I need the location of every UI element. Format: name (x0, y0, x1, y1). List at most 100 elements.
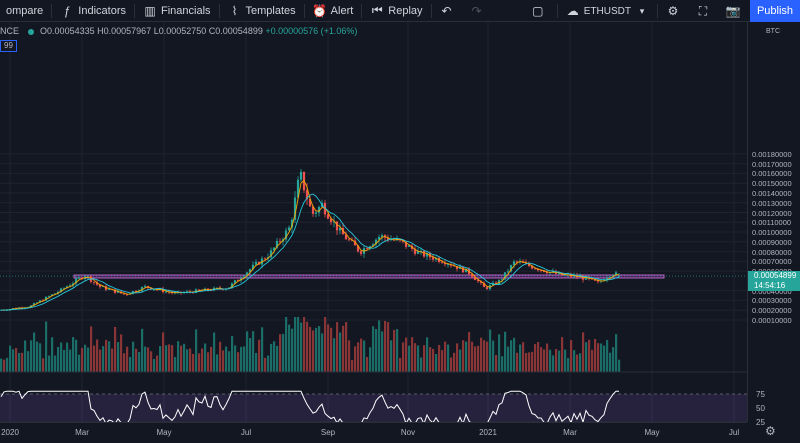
volume-bar (339, 332, 342, 372)
volume-bar (273, 341, 276, 372)
replay-button[interactable]: ⏮ Replay (364, 0, 428, 22)
volume-bar (69, 349, 72, 372)
time-axis-label: Mar (75, 428, 89, 437)
time-axis-label: 2020 (1, 428, 19, 437)
volume-bar (219, 341, 222, 372)
candle-body (329, 218, 333, 223)
financials-button[interactable]: ▥ Financials (137, 0, 217, 22)
volume-bar (378, 320, 381, 372)
volume-bar (12, 349, 15, 372)
undo-icon: ↶ (441, 3, 452, 18)
volume-bar (48, 355, 51, 372)
volume-bar (270, 343, 273, 372)
candle-body (515, 261, 519, 263)
fullscreen-icon: ⛶ (698, 3, 708, 18)
volume-bar (477, 345, 480, 372)
volume-bar (600, 343, 603, 372)
volume-bar (63, 349, 66, 372)
volume-bar (408, 345, 411, 372)
volume-bar (519, 344, 522, 372)
volume-bar (390, 340, 393, 372)
indicators-button[interactable]: ƒ Indicators (54, 0, 132, 22)
volume-bar (498, 334, 501, 372)
candle-body (131, 291, 135, 294)
toolbar-divider (218, 3, 220, 18)
volume-bar (72, 337, 75, 372)
candle-body (473, 276, 477, 281)
volume-bar (441, 350, 444, 372)
volume-bar (561, 337, 564, 372)
volume-bar (174, 357, 177, 372)
templates-button[interactable]: ⌇ Templates (222, 0, 302, 22)
volume-bar (495, 355, 498, 372)
volume-bar (459, 349, 462, 372)
volume-bar (384, 320, 387, 372)
volume-bar (525, 353, 528, 372)
indicator-badge[interactable]: 99 (0, 40, 17, 52)
price-chart[interactable] (0, 22, 747, 422)
camera-icon: 📷 (725, 4, 741, 18)
time-axis[interactable]: 2020 Mar May Jul Sep Nov 2021 Mar May Jul (0, 422, 747, 443)
volume-bar (120, 334, 123, 372)
candle-body (98, 284, 102, 287)
volume-bar (543, 349, 546, 372)
cloud-icon: ☁ (566, 4, 579, 18)
volume-bar (150, 351, 153, 372)
candle-body (587, 276, 591, 279)
publish-button[interactable]: Publish (750, 0, 800, 22)
volume-bar (516, 352, 519, 372)
bar-chart-icon: ▥ (144, 3, 156, 18)
volume-bar (480, 337, 483, 372)
volume-bar (264, 357, 267, 372)
candle-body (590, 278, 594, 280)
undo-button[interactable]: ↶ (434, 0, 464, 22)
rsi-axis[interactable]: 75 50 25 (747, 372, 800, 427)
price-axis[interactable]: 0.00010000 0.00020000 0.00030000 0.00040000… (747, 22, 800, 422)
candle-body (386, 237, 390, 241)
candle-body (356, 245, 360, 252)
candle-body (419, 250, 423, 252)
volume-bar (609, 352, 612, 372)
time-axis-label: Mar (563, 428, 577, 437)
candle-body (68, 285, 72, 287)
candle-body (215, 287, 219, 289)
volume-bar (387, 322, 390, 372)
price-axis-label: 0.00010000 (752, 315, 792, 325)
snapshot-button[interactable]: 📷 (720, 0, 750, 22)
volume-bar (210, 346, 213, 372)
volume-bar (363, 340, 366, 372)
volume-bar (357, 342, 360, 372)
volume-bar (108, 341, 111, 372)
volume-bar (201, 348, 204, 372)
fullscreen-button[interactable]: ⛶ (690, 0, 720, 22)
candle-body (524, 262, 528, 264)
compare-button[interactable]: ompare (0, 0, 49, 22)
volume-bar (195, 329, 198, 372)
candle-body (611, 275, 615, 277)
volume-bar (318, 326, 321, 372)
candle-body (584, 276, 588, 280)
volume-bar (510, 340, 513, 372)
settings-button[interactable]: ⚙ (660, 0, 690, 22)
candle-body (389, 239, 393, 241)
volume-bar (111, 348, 114, 372)
candle-body (335, 221, 339, 231)
symbol-selector[interactable]: ☁ ETHUSDT ▾ (560, 4, 655, 18)
price-axis-label: 0.00150000 (752, 179, 792, 189)
replay-icon: ⏮ (371, 3, 383, 17)
redo-button[interactable]: ↷ (464, 0, 494, 22)
rsi-axis-label: 75 (756, 390, 765, 399)
alert-button[interactable]: ⏰ Alert (307, 0, 360, 22)
candle-body (287, 227, 291, 231)
alarm-clock-icon: ⏰ (312, 3, 328, 18)
price-axis-label: 0.00100000 (752, 228, 792, 238)
volume-bar (15, 347, 18, 372)
volume-bar (279, 334, 282, 372)
layout-button[interactable]: ▢ (525, 0, 555, 22)
ohlc-legend: NCE O0.00054335 H0.00057967 L0.00052750 … (0, 26, 357, 36)
gear-icon[interactable]: ⚙ (765, 424, 776, 438)
volume-bar (297, 317, 300, 372)
support-zone (0, 274, 747, 279)
volume-bar (39, 343, 42, 372)
candle-body (371, 244, 375, 247)
